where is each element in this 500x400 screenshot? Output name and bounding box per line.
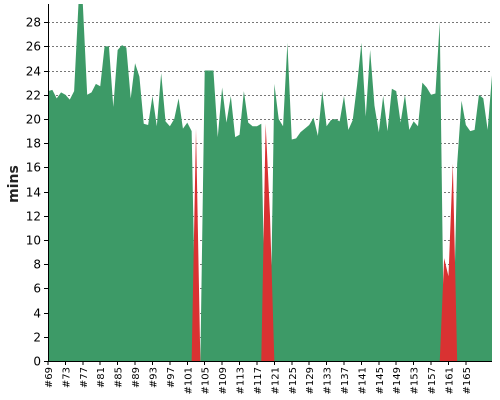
x-tick-label: #153 xyxy=(410,367,421,394)
y-tick-label: 20 xyxy=(26,113,41,127)
x-tick-label: #93 xyxy=(148,367,159,388)
y-tick-label: 0 xyxy=(33,355,41,369)
x-axis-ticks: #69 #73 #77 #81 #85 #89 #93 #97 #101 #105 #109 #113… xyxy=(44,361,473,394)
y-tick-label: 22 xyxy=(26,89,41,103)
x-tick-label: #69 xyxy=(44,367,55,388)
x-tick-label: #125 xyxy=(288,367,299,394)
y-tick-label: 6 xyxy=(33,282,41,296)
x-tick-label: #85 xyxy=(114,367,125,388)
x-tick-label: #77 xyxy=(79,367,90,388)
y-tick-label: 14 xyxy=(26,186,41,200)
y-axis-label: mins xyxy=(6,165,22,203)
x-tick-label: #89 xyxy=(131,367,142,388)
x-tick-label: #161 xyxy=(444,367,455,394)
y-tick-label: 4 xyxy=(33,307,41,321)
x-tick-label: #149 xyxy=(392,367,403,394)
y-tick-label: 10 xyxy=(26,234,41,248)
x-tick-label: #73 xyxy=(61,367,72,388)
x-tick-label: #101 xyxy=(183,367,194,394)
x-tick-label: #113 xyxy=(236,367,247,394)
axes xyxy=(48,4,492,362)
x-tick-label: #133 xyxy=(323,367,334,394)
y-tick-label: 12 xyxy=(26,210,41,224)
x-tick-label: #141 xyxy=(357,367,368,394)
x-tick-label: #105 xyxy=(201,367,212,394)
area-series-failure xyxy=(48,123,492,361)
y-tick-label: 2 xyxy=(33,331,41,345)
x-tick-label: #81 xyxy=(96,367,107,388)
x-tick-label: #97 xyxy=(166,367,177,388)
area-series-success xyxy=(48,4,492,361)
y-tick-label: 24 xyxy=(26,65,41,79)
y-tick-label: 28 xyxy=(26,16,41,30)
x-tick-label: #121 xyxy=(270,367,281,394)
y-tick-label: 8 xyxy=(33,258,41,272)
x-tick-label: #137 xyxy=(340,367,351,394)
x-tick-label: #117 xyxy=(253,367,264,394)
y-tick-label: 26 xyxy=(26,40,41,54)
y-tick-label: 16 xyxy=(26,161,41,175)
x-tick-label: #109 xyxy=(218,367,229,394)
x-tick-label: #145 xyxy=(375,367,386,394)
plot-area xyxy=(48,4,492,361)
x-tick-label: #129 xyxy=(305,367,316,394)
x-tick-label: #157 xyxy=(427,367,438,394)
y-tick-label: 18 xyxy=(26,137,41,151)
x-tick-label: #165 xyxy=(462,367,473,394)
